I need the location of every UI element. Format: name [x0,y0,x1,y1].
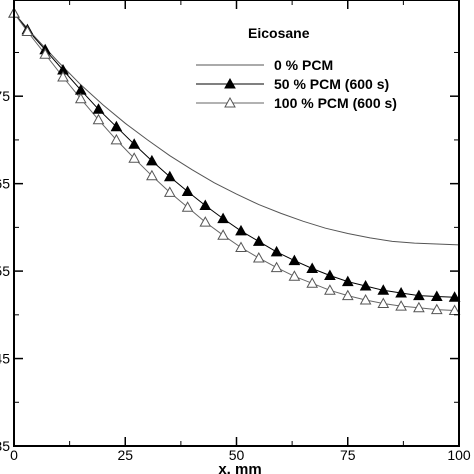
plot-frame [13,0,460,447]
data-point-50-pcm-600-s [217,212,229,224]
data-point-50-pcm-600-s [163,170,176,182]
series-line-100-pcm-600-s [13,12,455,311]
data-point-50-pcm-600-s [395,286,407,298]
legend-label: 0 % PCM [274,57,333,73]
series-line-0-pcm [13,12,460,246]
legend: Eicosane 0 % PCM 50 % PCM (600 s) 100 % PC… [196,25,397,111]
data-point-100-pcm-600-s [359,293,372,305]
data-point-100-pcm-600-s [128,152,141,163]
y-tick-label: 65 [0,176,10,192]
data-point-50-pcm-600-s [413,289,425,301]
data-point-100-pcm-600-s [395,300,407,311]
x-axis-label: x, mm [218,461,261,474]
x-tick-label: 0 [10,447,18,463]
series-layer [13,12,460,311]
y-tick-label: 55 [0,263,10,279]
data-point-100-pcm-600-s [199,216,212,227]
data-point-100-pcm-600-s [57,70,69,82]
y-axis: 35 45 55 65 75 [0,51,459,454]
y-tick-label: 75 [0,88,10,104]
data-point-50-pcm-600-s [252,235,265,246]
legend-title: Eicosane [248,25,310,41]
legend-swatch-marker [224,77,236,89]
data-point-100-pcm-600-s [163,186,176,197]
data-point-50-pcm-600-s [146,154,158,166]
legend-swatch-marker [224,96,236,108]
data-point-100-pcm-600-s [270,261,283,273]
data-point-100-pcm-600-s [341,289,354,301]
data-point-100-pcm-600-s [235,241,247,252]
data-point-100-pcm-600-s [324,284,336,295]
data-point-50-pcm-600-s [377,284,390,295]
data-point-50-pcm-600-s [270,245,283,257]
y-tick-label: 35 [0,438,10,454]
data-point-50-pcm-600-s [110,120,123,132]
data-point-50-pcm-600-s [306,262,319,273]
data-point-100-pcm-600-s [146,169,158,181]
data-point-50-pcm-600-s [235,224,247,236]
data-point-50-pcm-600-s [128,138,141,149]
data-point-100-pcm-600-s [74,92,87,104]
data-point-100-pcm-600-s [252,251,265,263]
data-point-50-pcm-600-s [92,103,105,114]
data-point-100-pcm-600-s [110,133,123,145]
data-point-50-pcm-600-s [199,199,212,210]
data-point-100-pcm-600-s [377,297,390,308]
legend-label: 50 % PCM (600 s) [274,76,389,92]
series-line-50-pcm-600-s [13,12,455,298]
data-point-100-pcm-600-s [430,303,443,315]
data-point-50-pcm-600-s [359,279,372,291]
data-point-50-pcm-600-s [448,291,461,302]
data-point-100-pcm-600-s [288,270,301,281]
data-point-100-pcm-600-s [306,277,319,288]
data-point-100-pcm-600-s [39,48,52,59]
x-axis: 0 25 50 75 100 [10,0,471,463]
data-point-50-pcm-600-s [430,290,443,301]
data-point-100-pcm-600-s [413,301,425,313]
marker-layer [8,7,461,315]
x-tick-label: 50 [229,447,245,463]
x-tick-label: 25 [117,447,133,463]
data-point-50-pcm-600-s [341,275,354,287]
data-point-100-pcm-600-s [217,229,229,240]
data-point-50-pcm-600-s [324,269,336,280]
data-point-100-pcm-600-s [181,201,194,212]
legend-label: 100 % PCM (600 s) [274,95,397,111]
data-point-100-pcm-600-s [92,113,105,125]
x-tick-label: 75 [340,447,356,463]
data-point-100-pcm-600-s [21,25,34,36]
y-tick-label: 45 [0,351,10,367]
data-point-50-pcm-600-s [288,254,301,266]
data-point-50-pcm-600-s [181,185,194,196]
x-tick-label: 100 [447,447,471,463]
